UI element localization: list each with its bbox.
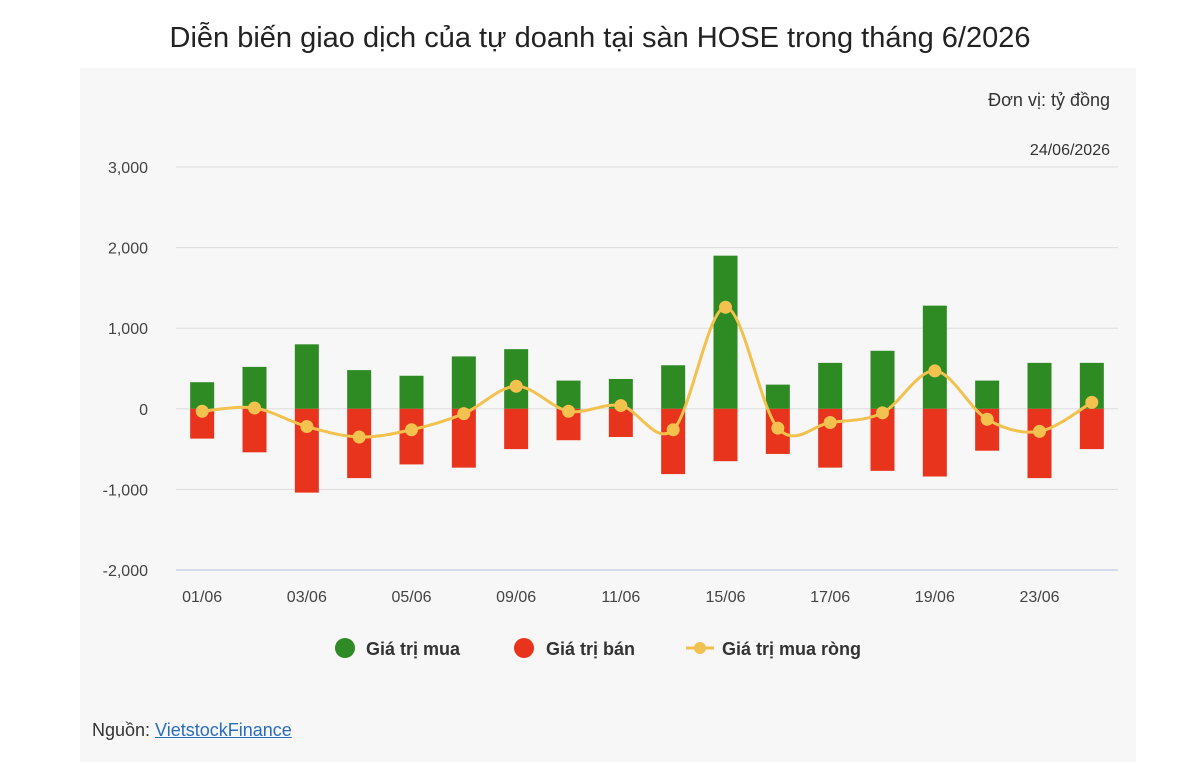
net-point: [928, 364, 942, 378]
buy-bar: [818, 362, 843, 409]
y-tick-label: -2,000: [103, 563, 148, 580]
legend-buy-marker: [335, 638, 355, 658]
sell-bar: [1027, 408, 1052, 479]
line-layer: [195, 300, 1099, 444]
buy-bar: [556, 380, 581, 409]
axis-layer: 3,000 2,000 1,000 0 -1,000 -2,000 01/06 03/06 05…: [103, 160, 1060, 606]
sell-bar: [608, 408, 633, 438]
legend-sell-marker: [514, 638, 534, 658]
sell-bar: [1079, 408, 1104, 450]
net-line: [202, 305, 1093, 439]
buy-bar: [713, 255, 738, 409]
net-point: [457, 407, 471, 421]
buy-bar: [765, 384, 790, 409]
net-point: [666, 423, 680, 437]
net-point: [405, 423, 418, 437]
source-prefix: Nguồn:: [92, 720, 156, 740]
y-tick-label: 3,000: [108, 160, 148, 177]
buy-bar: [504, 349, 529, 409]
y-tick-label: -1,000: [103, 482, 148, 499]
buy-bar: [922, 305, 947, 409]
unit-label: Đơn vị: tỷ đồng: [988, 90, 1110, 110]
sell-bar: [504, 408, 529, 450]
bar-layer: [190, 255, 1104, 493]
net-point: [300, 420, 314, 434]
buy-bar: [347, 370, 372, 409]
x-tick-label: 15/06: [705, 589, 745, 606]
x-tick-label: 19/06: [915, 589, 955, 606]
source-line: Nguồn: VietstockFinance: [92, 720, 292, 741]
buy-bar: [451, 356, 476, 409]
legend-net-label[interactable]: Giá trị mua ròng: [722, 639, 861, 659]
net-point: [614, 399, 628, 413]
x-tick-label: 17/06: [810, 589, 850, 606]
net-point: [1085, 395, 1099, 409]
x-tick-label: 09/06: [496, 589, 536, 606]
grid-layer: [176, 166, 1118, 571]
net-point: [352, 430, 366, 444]
net-point: [719, 300, 732, 314]
legend-net-dot-marker: [694, 642, 706, 654]
source-link[interactable]: VietstockFinance: [155, 720, 292, 740]
x-tick-label: 05/06: [391, 589, 431, 606]
x-tick-label: 11/06: [601, 589, 640, 606]
net-point: [195, 404, 209, 418]
legend-sell-label[interactable]: Giá trị bán: [546, 639, 635, 659]
buy-bar: [661, 365, 686, 409]
net-point: [248, 401, 261, 415]
y-tick-label: 1,000: [108, 321, 148, 338]
sell-bar: [713, 408, 738, 462]
sell-bar: [399, 408, 424, 465]
net-point: [509, 379, 523, 393]
date-label: 24/06/2026: [1029, 142, 1110, 159]
net-point: [562, 404, 575, 418]
net-point: [771, 421, 785, 435]
net-point: [1033, 424, 1046, 438]
legend-buy-label[interactable]: Giá trị mua: [366, 639, 461, 659]
x-tick-label: 23/06: [1019, 589, 1059, 606]
legend: Giá trị mua Giá trị bán Giá trị mua ròng: [335, 638, 861, 659]
buy-bar: [975, 380, 1000, 409]
buy-bar: [294, 344, 319, 409]
buy-bar: [870, 350, 895, 409]
y-tick-label: 2,000: [108, 241, 148, 258]
y-tick-label: 0: [139, 402, 148, 419]
sell-bar: [242, 408, 267, 453]
chart-title: Diễn biến giao dịch của tự doanh tại sàn…: [169, 22, 1031, 54]
net-point: [980, 412, 994, 426]
buy-bar: [1027, 362, 1052, 409]
sell-bar: [922, 408, 947, 477]
buy-bar: [190, 382, 215, 409]
x-tick-label: 01/06: [182, 589, 222, 606]
x-tick-label: 03/06: [287, 589, 327, 606]
net-point: [876, 406, 889, 420]
buy-bar: [399, 375, 424, 409]
net-point: [823, 416, 837, 430]
